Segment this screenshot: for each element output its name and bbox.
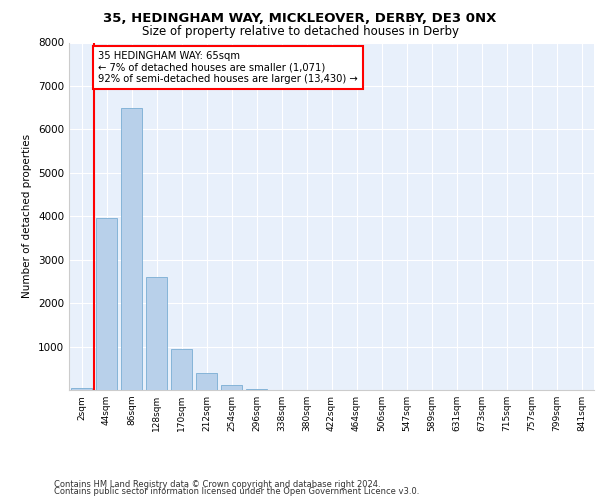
Text: 35, HEDINGHAM WAY, MICKLEOVER, DERBY, DE3 0NX: 35, HEDINGHAM WAY, MICKLEOVER, DERBY, DE… [103, 12, 497, 26]
Text: Size of property relative to detached houses in Derby: Size of property relative to detached ho… [142, 25, 458, 38]
Bar [71, 388, 92, 390]
Text: Contains public sector information licensed under the Open Government Licence v3: Contains public sector information licen… [54, 487, 419, 496]
Bar [246, 388, 267, 390]
Bar [96, 218, 117, 390]
Text: 35 HEDINGHAM WAY: 65sqm
← 7% of detached houses are smaller (1,071)
92% of semi-: 35 HEDINGHAM WAY: 65sqm ← 7% of detached… [98, 51, 358, 84]
Bar [146, 277, 167, 390]
Bar [171, 348, 192, 390]
Y-axis label: Number of detached properties: Number of detached properties [22, 134, 32, 298]
Bar [221, 385, 242, 390]
Bar [121, 108, 142, 390]
Text: Contains HM Land Registry data © Crown copyright and database right 2024.: Contains HM Land Registry data © Crown c… [54, 480, 380, 489]
Bar [196, 372, 217, 390]
